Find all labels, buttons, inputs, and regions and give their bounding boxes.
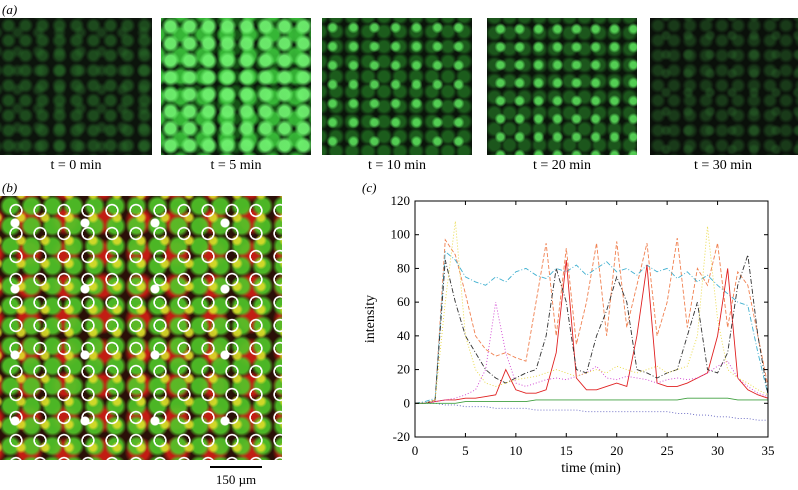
- y-tick-label: 60: [397, 294, 410, 309]
- series-line: [415, 397, 768, 404]
- series-line: [415, 238, 769, 404]
- x-tick-label: 20: [610, 443, 623, 458]
- micrograph: [161, 18, 311, 155]
- series-line: [415, 302, 769, 404]
- x-tick-label: 0: [412, 443, 419, 458]
- micrograph: [0, 196, 282, 460]
- series-line: [415, 221, 769, 404]
- x-tick-label: 30: [711, 443, 724, 458]
- y-tick-label: -20: [393, 429, 410, 444]
- y-tick-label: 120: [391, 193, 411, 208]
- x-tick-label: 25: [661, 443, 674, 458]
- scale-bar: [210, 466, 262, 468]
- caption: t = 20 min: [532, 158, 592, 173]
- micrograph: [0, 18, 152, 155]
- series-line: [415, 402, 768, 421]
- micrograph: [322, 18, 472, 155]
- x-axis-label: time (min): [561, 461, 621, 476]
- caption: t = 0 min: [50, 158, 102, 173]
- y-tick-label: 40: [397, 328, 410, 343]
- y-tick-label: 100: [391, 227, 411, 242]
- micrograph: [487, 18, 637, 155]
- panel-label: (c): [362, 180, 376, 195]
- y-tick-label: 20: [397, 362, 410, 377]
- x-tick-label: 10: [509, 443, 522, 458]
- micrograph: [650, 18, 798, 155]
- x-tick-label: 35: [762, 443, 775, 458]
- caption: t = 30 min: [693, 158, 753, 173]
- series-line: [415, 259, 769, 404]
- caption: t = 5 min: [210, 158, 262, 173]
- y-tick-label: 0: [404, 395, 411, 410]
- x-tick-label: 5: [462, 443, 469, 458]
- series-line: [414, 250, 769, 404]
- y-axis-label: intensity: [363, 295, 378, 343]
- panel-label: (a): [2, 2, 18, 17]
- y-tick-label: 80: [397, 260, 410, 275]
- series-line: [415, 254, 769, 404]
- scale-label: 150 µm: [215, 472, 257, 487]
- caption: t = 10 min: [367, 158, 427, 173]
- x-tick-label: 15: [560, 443, 573, 458]
- panel-label: (b): [2, 180, 18, 195]
- plot-frame: [414, 200, 769, 438]
